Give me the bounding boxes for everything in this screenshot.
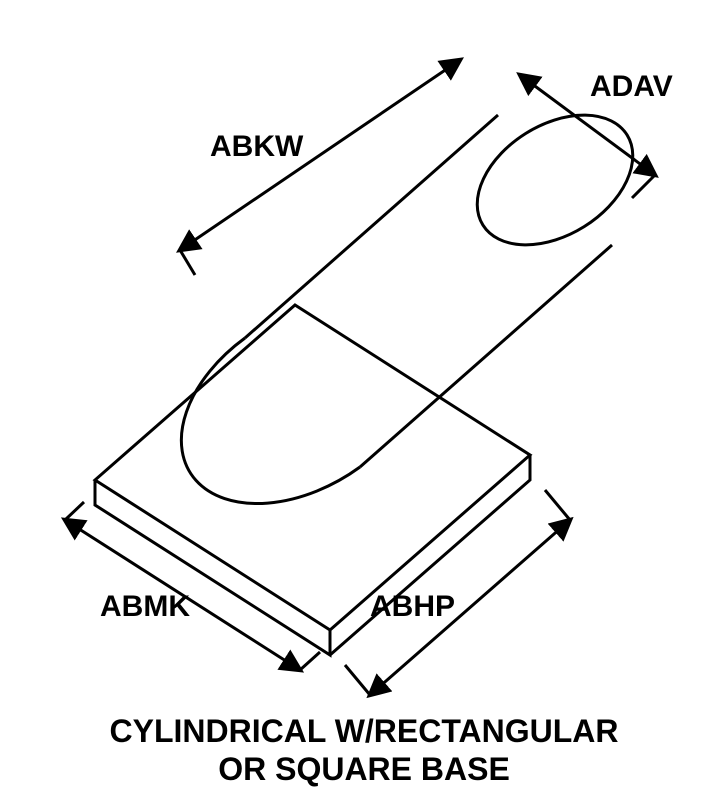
- dim-abhp-ext1: [545, 490, 570, 520]
- diagram-svg: [0, 0, 728, 797]
- caption-line-1: CYLINDRICAL W/RECTANGULAR: [0, 712, 728, 750]
- diagram-container: ABKW ADAV ABMK ABHP CYLINDRICAL W/RECTAN…: [0, 0, 728, 797]
- label-abkw: ABKW: [210, 130, 303, 164]
- label-abhp: ABHP: [370, 590, 455, 624]
- cylinder-side-lower: [360, 245, 612, 467]
- dim-abkw-ext1: [180, 250, 195, 275]
- cylinder-bottom-arc: [181, 338, 360, 504]
- label-abmk: ABMK: [100, 590, 190, 624]
- label-adav: ADAV: [590, 70, 673, 104]
- dim-abhp-ext2: [345, 665, 370, 695]
- caption-line-2: OR SQUARE BASE: [0, 750, 728, 788]
- dim-abmk-ext2: [300, 652, 320, 670]
- dim-adav-ext2: [632, 175, 655, 198]
- cylinder-top-ellipse: [454, 88, 656, 271]
- dim-abmk-ext1: [65, 502, 84, 520]
- base-front-left: [95, 480, 330, 655]
- base-front-right: [330, 455, 530, 655]
